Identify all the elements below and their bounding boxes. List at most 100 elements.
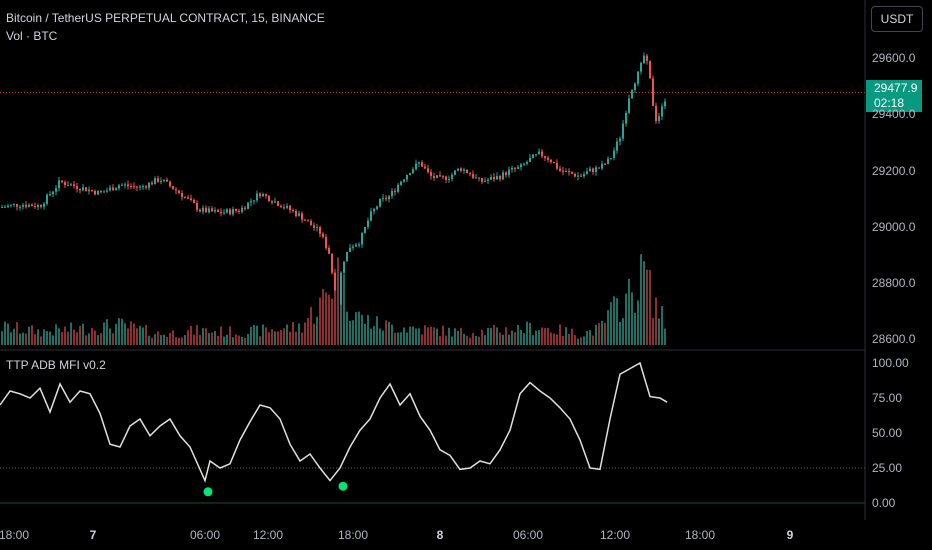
volume-bar (463, 333, 465, 345)
volume-bar (613, 296, 615, 345)
volume-bar (523, 333, 525, 345)
volume-bar (172, 330, 174, 345)
candle (127, 184, 129, 187)
candle (181, 193, 183, 198)
currency-button[interactable]: USDT (871, 6, 923, 32)
volume-bar (370, 328, 372, 345)
candle (457, 168, 459, 171)
volume-bar (586, 330, 588, 345)
candle (184, 197, 186, 199)
volume-bar (598, 323, 600, 345)
candle (118, 185, 120, 189)
candle (541, 151, 543, 157)
mfi-tick-label: 100.00 (872, 356, 909, 370)
candle (250, 201, 252, 203)
candle (562, 170, 564, 172)
volume-bar (652, 318, 654, 345)
candle (61, 180, 63, 183)
candle (436, 175, 438, 179)
candle (151, 182, 153, 185)
candle (43, 203, 45, 207)
volume-bar (277, 331, 279, 345)
candle (349, 247, 351, 252)
volume-bar (505, 327, 507, 345)
time-tick-label: 8 (436, 528, 444, 542)
volume-bar (502, 334, 504, 345)
candle (97, 190, 99, 195)
candle (16, 204, 18, 207)
candle (292, 210, 294, 212)
volume-bar (346, 311, 348, 345)
candle (556, 163, 558, 169)
volume-bar (202, 328, 204, 345)
candle (259, 193, 261, 197)
candle (244, 207, 246, 209)
volume-bar (37, 329, 39, 345)
volume-bar (559, 324, 561, 345)
candle (253, 200, 255, 202)
candle (88, 189, 90, 192)
volume-bar (496, 327, 498, 345)
candle (124, 184, 126, 186)
candle (289, 205, 291, 211)
candle (91, 189, 93, 191)
volume-bar (337, 257, 339, 345)
volume-bar (103, 322, 105, 345)
candle (523, 163, 525, 165)
candle (334, 272, 336, 301)
volume-bar (664, 328, 666, 345)
volume-bar (589, 330, 591, 345)
volume-bar (352, 320, 354, 345)
volume-bar (31, 325, 33, 345)
volume-bar (619, 321, 621, 345)
candle (589, 168, 591, 172)
volume-bar (118, 318, 120, 345)
candle (64, 182, 66, 186)
candle (283, 207, 285, 209)
candle (628, 98, 630, 113)
volume-bar (541, 327, 543, 345)
candle (13, 204, 15, 206)
volume-bar (592, 335, 594, 345)
volume-bar (469, 337, 471, 345)
candle (202, 207, 204, 212)
volume-bar (565, 327, 567, 345)
volume-bar (331, 298, 333, 345)
volume-bar (412, 326, 414, 345)
volume-bar (271, 329, 273, 345)
volume-bar (175, 337, 177, 345)
candle (571, 172, 573, 174)
candle (274, 201, 276, 203)
candle (85, 187, 87, 192)
candle (358, 244, 360, 246)
volume-bar (112, 333, 114, 345)
candle (424, 166, 426, 169)
volume-bar (238, 335, 240, 345)
volume-bar (40, 336, 42, 345)
volume-bar (43, 329, 45, 345)
candle (103, 191, 105, 193)
candle (295, 210, 297, 216)
candle (475, 177, 477, 179)
candle (217, 210, 219, 212)
candle (145, 186, 147, 188)
volume-bar (391, 324, 393, 345)
volume-bar (415, 328, 417, 345)
mfi-pane (0, 361, 865, 504)
candle (382, 197, 384, 199)
volume-bar (607, 310, 609, 345)
volume-bar (649, 270, 651, 345)
time-tick-label: 18:00 (684, 528, 716, 542)
candle (631, 90, 633, 99)
indicator-label: TTP ADB MFI v0.2 (6, 358, 106, 372)
volume-bar (58, 328, 60, 345)
candle (664, 101, 666, 107)
volume-bar (316, 316, 318, 345)
volume-bar (661, 306, 663, 345)
candle (148, 182, 150, 188)
candle (658, 116, 660, 121)
volume-bar (244, 337, 246, 345)
candle (427, 168, 429, 173)
time-tick-label: 12:00 (599, 528, 631, 542)
candle (514, 167, 516, 169)
